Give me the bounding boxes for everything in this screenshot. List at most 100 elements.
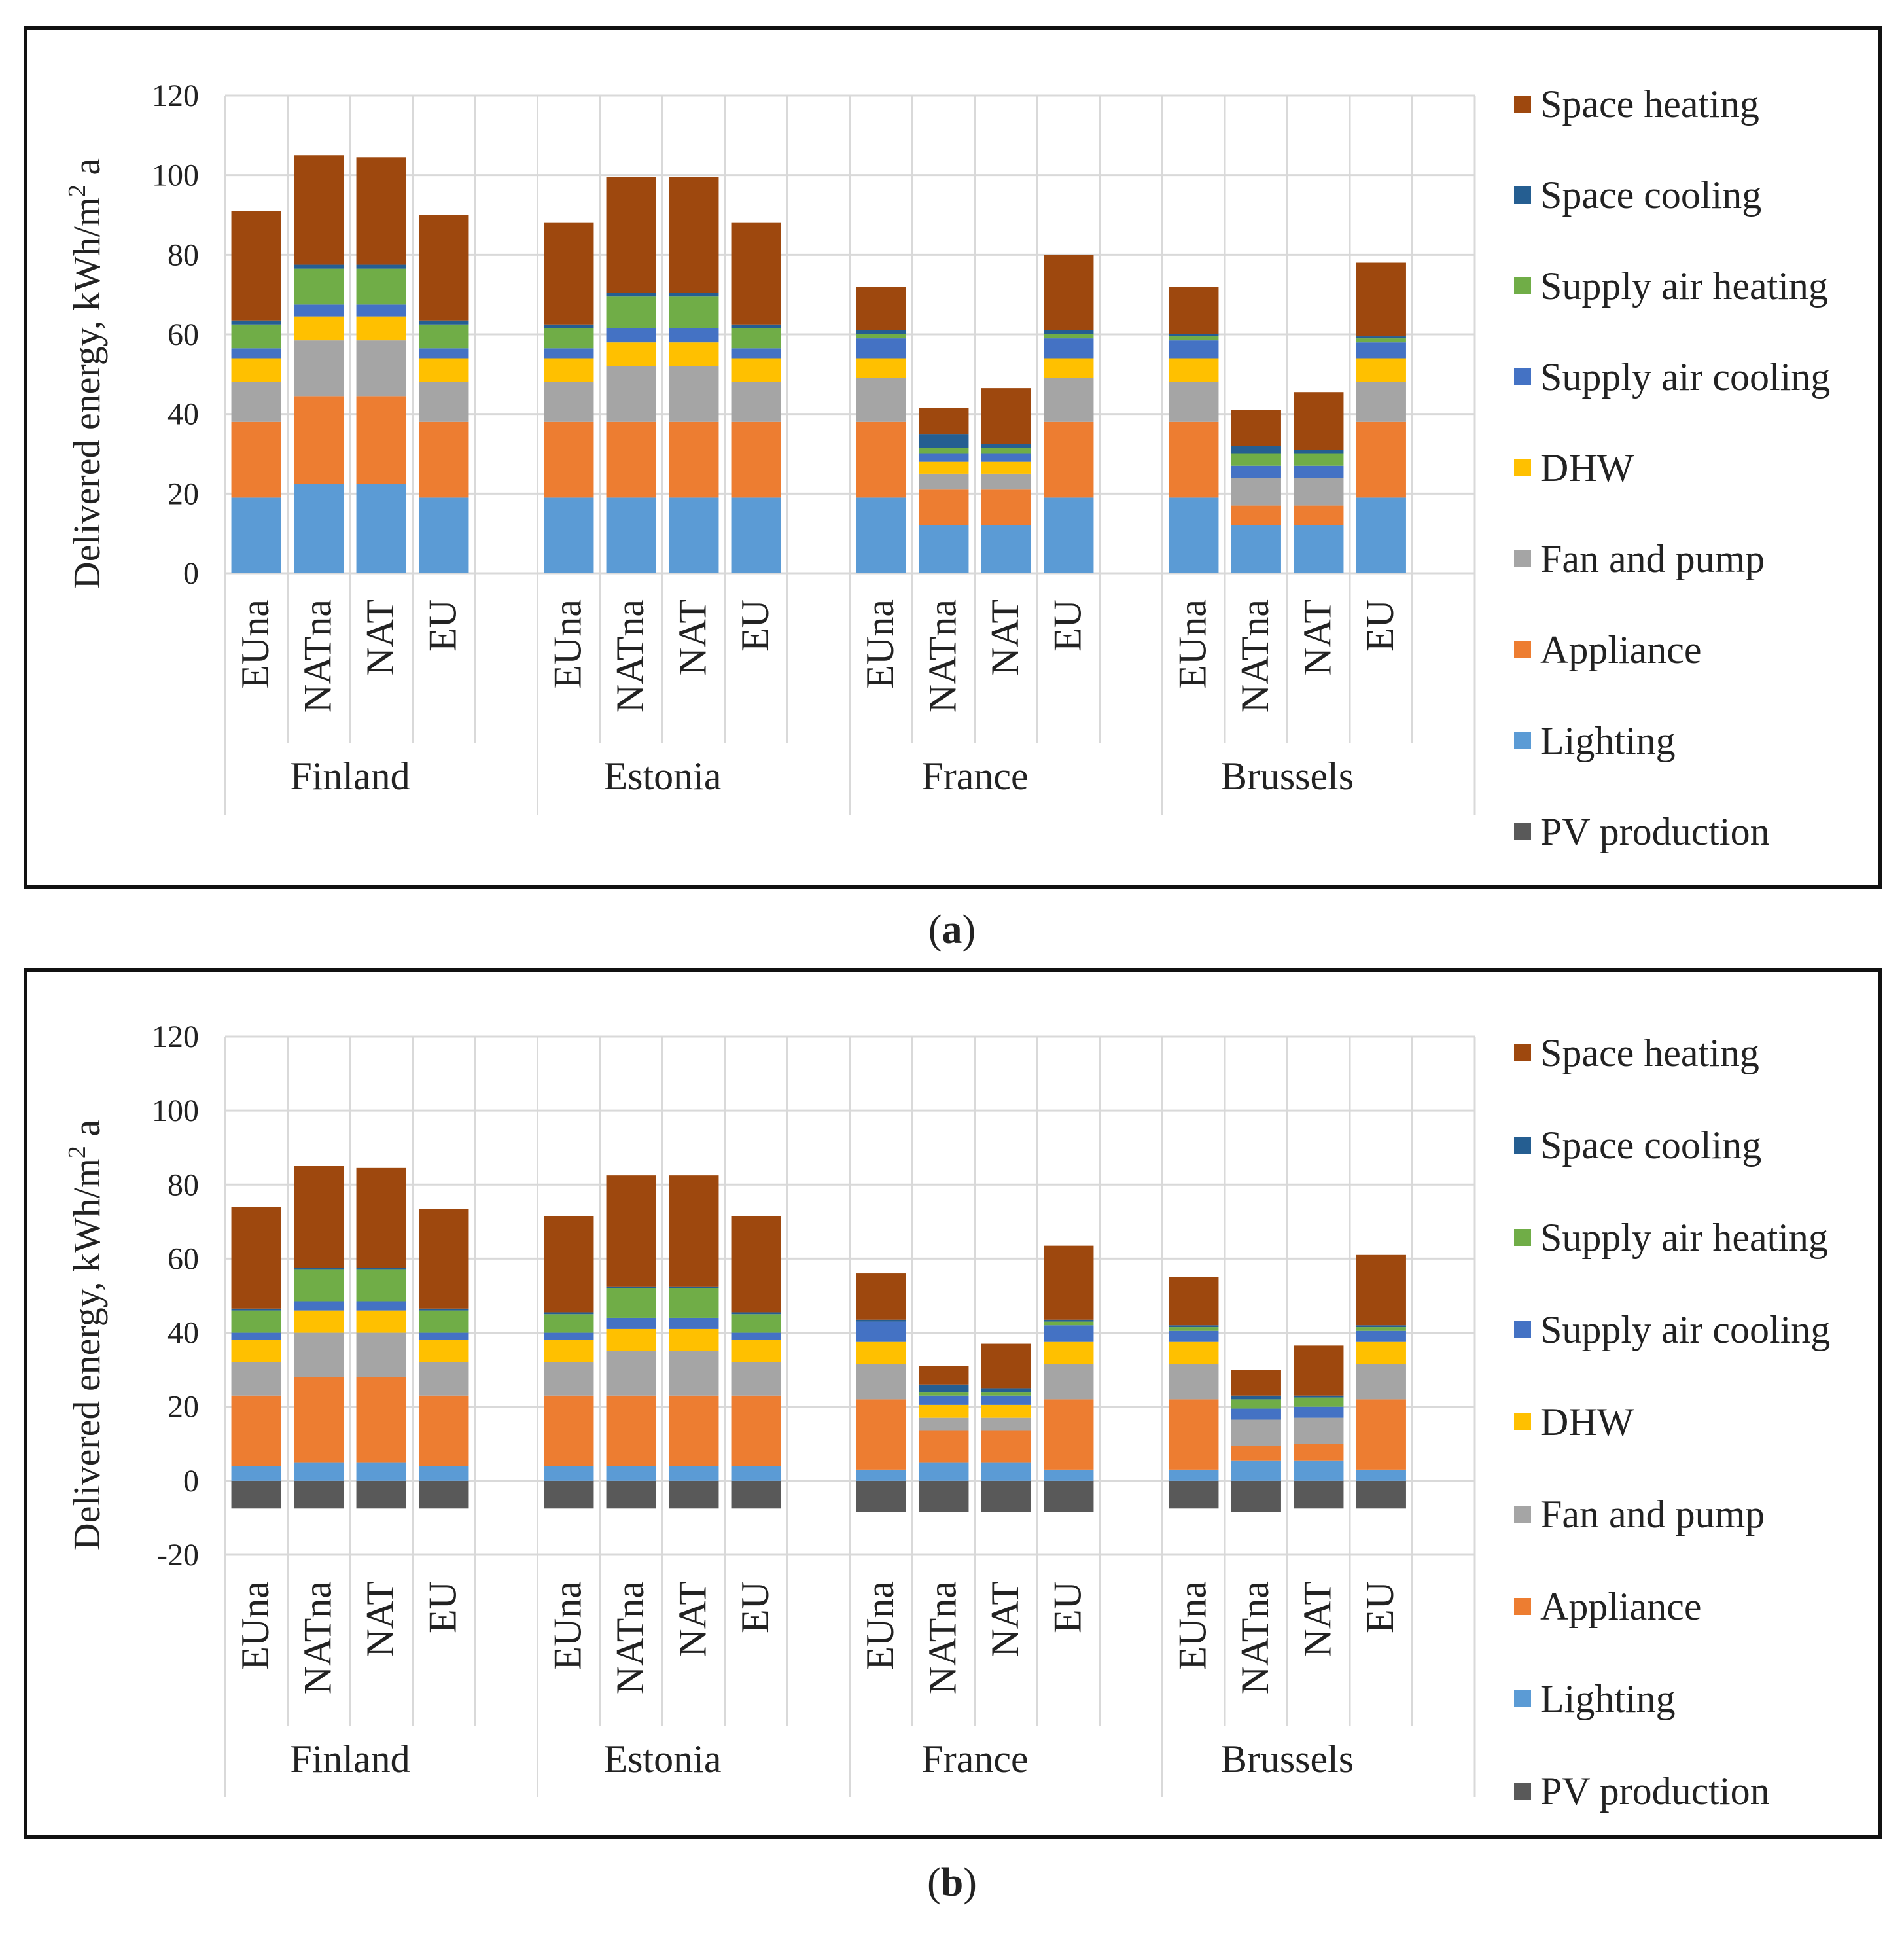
legend-label: Supply air heating xyxy=(1540,1215,1828,1259)
bar-segment-lighting xyxy=(856,497,906,573)
bar-segment-lighting xyxy=(919,1462,969,1481)
bar-segment-space-heating xyxy=(919,408,969,435)
bar-segment-fan-and-pump xyxy=(1294,1417,1344,1444)
bar-segment-space-cooling xyxy=(919,434,969,448)
bar-segment-dhw xyxy=(731,358,781,382)
legend-swatch xyxy=(1514,732,1531,749)
bar-segment-supply-air-heating xyxy=(669,1288,719,1318)
bar-segment-appliance xyxy=(981,1430,1031,1463)
category-label: NAT xyxy=(359,1581,402,1658)
bar-segment-space-heating xyxy=(544,222,594,325)
bar-segment-supply-air-cooling xyxy=(606,1317,656,1329)
y-tick-label: 120 xyxy=(152,1020,199,1054)
bar-segment-lighting xyxy=(606,1466,656,1481)
y-tick-label: 80 xyxy=(167,238,199,272)
bar-segment-supply-air-cooling xyxy=(856,338,906,359)
bar-segment-lighting xyxy=(544,497,594,573)
bar-segment-dhw xyxy=(1044,1341,1094,1364)
chart-panel-a: 0 20 40 60 80 100 120 EUna NATna NAT EU Finland EUna… xyxy=(24,26,1882,889)
bar-segment-space-cooling xyxy=(981,444,1031,448)
legend-item-space-heating: Space heating xyxy=(1514,81,1759,127)
bar-segment-fan-and-pump xyxy=(231,1362,281,1396)
bar-segment-supply-air-heating xyxy=(1044,1321,1094,1326)
bar-segment-supply-air-cooling xyxy=(1044,338,1094,359)
bar-segment-supply-air-cooling xyxy=(1169,340,1219,359)
y-tick-label: 120 xyxy=(152,79,199,113)
bar-segment-space-heating xyxy=(1169,1277,1219,1326)
bar-segment-lighting xyxy=(356,484,406,573)
legend-label: Fan and pump xyxy=(1540,1492,1765,1536)
bar-segment-fan-and-pump xyxy=(1044,378,1094,422)
bar-segment-dhw xyxy=(606,1328,656,1351)
bar-segment-lighting xyxy=(544,1466,594,1481)
legend-label: Supply air cooling xyxy=(1540,1307,1831,1351)
bar-segment-lighting xyxy=(1356,497,1406,573)
bar-segment-supply-air-heating xyxy=(919,1392,969,1396)
bar-segment-space-heating xyxy=(856,287,906,330)
bar-segment-dhw xyxy=(544,358,594,382)
bar-segment-pv-production xyxy=(1231,1480,1281,1512)
bar-segment-fan-and-pump xyxy=(856,1364,906,1400)
bar-segment-dhw xyxy=(294,316,344,341)
bar-segment-pv-production xyxy=(294,1480,344,1509)
bar-segment-supply-air-cooling xyxy=(356,1301,406,1311)
legend-swatch xyxy=(1514,1137,1531,1154)
bar-segment-appliance xyxy=(1294,1444,1344,1461)
bar-segment-supply-air-cooling xyxy=(419,1332,469,1340)
bar-segment-appliance xyxy=(1169,1399,1219,1470)
legend-swatch xyxy=(1514,1598,1531,1615)
bar-segment-dhw xyxy=(606,342,656,366)
bar-segment-space-cooling xyxy=(856,1319,906,1322)
bar-segment-fan-and-pump xyxy=(1294,478,1344,506)
bar-segment-lighting xyxy=(981,1462,1031,1481)
legend-item-space-cooling: Space cooling xyxy=(1514,1122,1761,1168)
bar-segment-supply-air-heating xyxy=(356,1269,406,1302)
legend-swatch xyxy=(1514,1506,1531,1523)
legend-swatch xyxy=(1514,96,1531,113)
bar-segment-supply-air-heating xyxy=(231,324,281,349)
bar-segment-pv-production xyxy=(544,1480,594,1509)
legend-swatch xyxy=(1514,277,1531,294)
bar-segment-space-cooling xyxy=(1294,450,1344,454)
bar-segment-appliance xyxy=(231,1395,281,1466)
bar-segment-appliance xyxy=(669,1395,719,1466)
bar-segment-dhw xyxy=(1169,1341,1219,1364)
legend-item-space-heating: Space heating xyxy=(1514,1030,1759,1076)
y-tick-label: 60 xyxy=(167,1241,199,1276)
bar-segment-pv-production xyxy=(919,1480,969,1512)
bar-segment-supply-air-heating xyxy=(1231,1399,1281,1409)
bar-segment-supply-air-heating xyxy=(1294,1397,1344,1407)
category-label: EUna xyxy=(234,599,277,689)
bar-segment-fan-and-pump xyxy=(356,1332,406,1377)
group-label: Estonia xyxy=(604,754,722,798)
category-label: EU xyxy=(1358,599,1402,652)
bar-segment-pv-production xyxy=(669,1480,719,1509)
legend-item-supply-air-heating: Supply air heating xyxy=(1514,263,1828,309)
bar-segment-dhw xyxy=(919,1404,969,1418)
bar-segment-space-heating xyxy=(669,1175,719,1287)
bar-segment-appliance xyxy=(669,421,719,498)
bar-segment-space-cooling xyxy=(606,293,656,297)
bar-segment-appliance xyxy=(294,396,344,484)
bar-segment-space-cooling xyxy=(231,1308,281,1311)
bar-segment-supply-air-cooling xyxy=(231,1332,281,1340)
y-tick-label: 20 xyxy=(167,1390,199,1425)
bar-segment-space-cooling xyxy=(1294,1395,1344,1398)
group-label: Brussels xyxy=(1221,1737,1354,1781)
category-label: EU xyxy=(1358,1581,1402,1633)
legend-item-supply-air-heating: Supply air heating xyxy=(1514,1215,1828,1260)
bar-segment-supply-air-heating xyxy=(669,296,719,328)
bar-segment-dhw xyxy=(1169,358,1219,382)
bar-segment-supply-air-heating xyxy=(731,1314,781,1333)
category-label: NAT xyxy=(1296,1581,1339,1658)
y-tick-label: 100 xyxy=(152,158,199,193)
y-tick-label: -20 xyxy=(157,1538,199,1572)
bar-segment-pv-production xyxy=(856,1480,906,1512)
category-label: NATna xyxy=(1233,599,1277,713)
bar-segment-fan-and-pump xyxy=(1169,382,1219,422)
bar-segment-fan-and-pump xyxy=(856,378,906,422)
bar-segment-supply-air-heating xyxy=(1231,453,1281,466)
bar-segment-appliance xyxy=(1044,1399,1094,1470)
group-label: Finland xyxy=(290,754,410,798)
bar-segment-lighting xyxy=(294,484,344,573)
